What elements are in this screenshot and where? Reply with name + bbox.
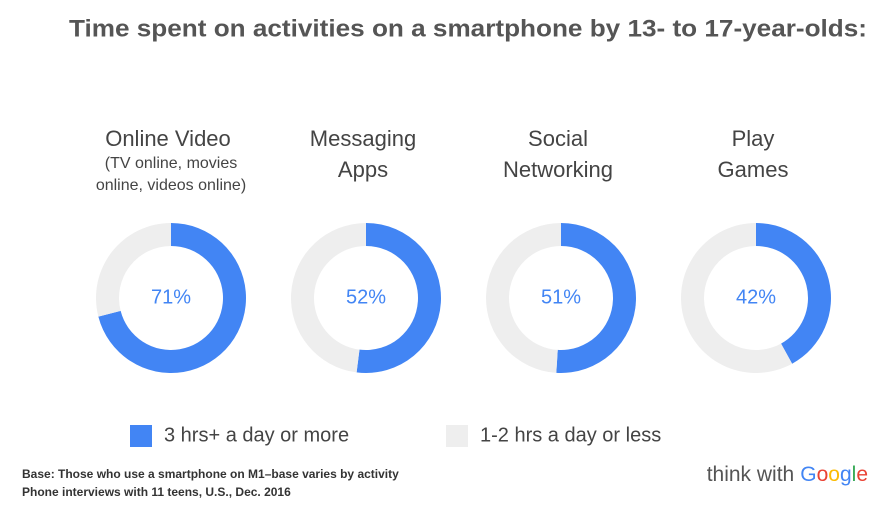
legend-label: 1-2 hrs a day or less [480, 424, 661, 446]
legend-label: 3 hrs+ a day or more [164, 424, 349, 446]
logo: think with Google [707, 463, 868, 486]
donut-segment [756, 223, 831, 364]
logo-brand: Google [800, 463, 868, 486]
category-note: (TV online, movies [105, 155, 238, 172]
value-label: 42% [736, 286, 776, 308]
value-label: 71% [151, 286, 191, 308]
value-label: 51% [541, 286, 581, 308]
donut-segment [556, 223, 636, 373]
donut-segment [291, 223, 366, 373]
donut-segment [356, 223, 442, 373]
legend-swatch [130, 425, 152, 447]
donut-segment [98, 223, 247, 373]
footnote: Base: Those who use a smartphone on M1–b… [22, 467, 399, 481]
donut-segment [681, 223, 793, 374]
category-note: online, videos online) [96, 177, 246, 194]
value-label: 52% [346, 286, 386, 308]
footnote: Phone interviews with 11 teens, U.S., De… [22, 485, 291, 499]
category-label: Online Video [105, 126, 231, 151]
chart-title: Time spent on activities on a smartphone… [69, 15, 867, 42]
category-label: Messaging [310, 126, 416, 151]
donut-segment [485, 223, 561, 373]
category-label: Play [732, 126, 775, 151]
logo-text: think with [707, 463, 795, 486]
category-label: Social [528, 126, 588, 151]
donut-segment [96, 223, 171, 317]
legend-swatch [446, 425, 468, 447]
category-label: Games [718, 157, 789, 182]
category-label: Apps [338, 157, 388, 182]
category-label: Networking [503, 157, 613, 182]
